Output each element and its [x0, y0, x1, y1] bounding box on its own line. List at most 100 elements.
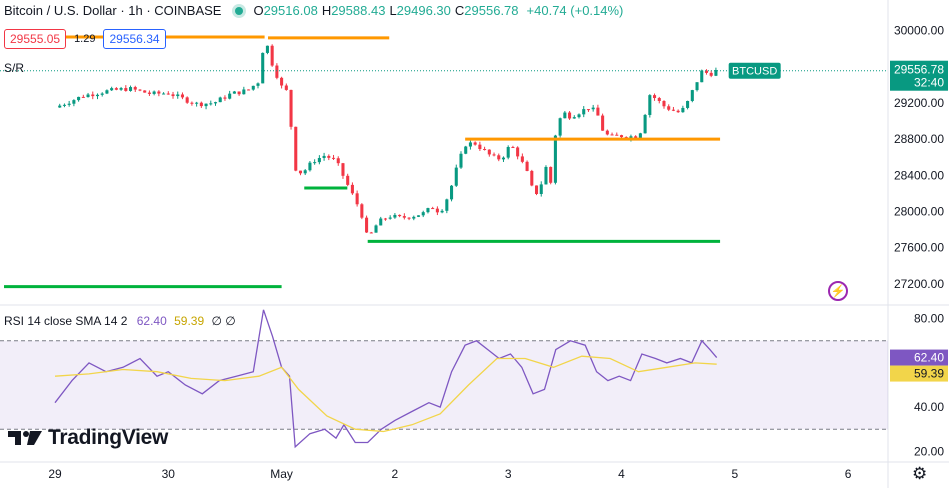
rsi-sma-tag	[890, 365, 948, 382]
candle-body	[100, 93, 104, 95]
candle-body	[568, 112, 572, 119]
price-tick-label: 28800.00	[894, 132, 944, 146]
rsi-extra-value: ∅ ∅	[211, 314, 236, 328]
candle-body	[435, 208, 439, 213]
candle-body	[483, 149, 487, 151]
candle-body	[634, 136, 638, 138]
candle-body	[313, 162, 317, 164]
candle-body	[558, 118, 562, 136]
time-tick-label: 4	[618, 467, 625, 481]
candle-body	[671, 109, 675, 111]
rsi-tick-label: 80.00	[914, 312, 944, 326]
symbol-badge	[728, 62, 781, 79]
candle-body	[81, 96, 85, 98]
sr-indicator-label[interactable]: S/R	[4, 61, 25, 75]
candle-body	[402, 216, 406, 218]
candle-body	[355, 193, 359, 205]
candle-body	[138, 89, 142, 91]
candle-body	[322, 155, 326, 158]
price-tick-label: 28000.00	[894, 205, 944, 219]
candle-body	[228, 93, 232, 99]
gear-icon[interactable]: ⚙	[912, 464, 928, 483]
candle-body	[275, 65, 279, 78]
candle-body	[289, 89, 293, 127]
open-value: 29516.08	[263, 3, 318, 18]
rsi-sma-line	[54, 355, 717, 433]
lightning-icon[interactable]: ⚡	[828, 281, 848, 301]
candle-body	[242, 89, 246, 95]
rsi-tick-label: 20.00	[914, 444, 944, 458]
candle-body	[213, 102, 218, 104]
rsi-tick-label: 40.00	[914, 400, 944, 414]
candle-body	[638, 133, 642, 138]
candle-body	[147, 92, 151, 94]
symbol-title[interactable]: Bitcoin / U.S. Dollar · 1h · COINBASE	[4, 3, 222, 18]
countdown-value: 32:40	[914, 76, 944, 90]
candle-body	[497, 155, 501, 160]
candle-body	[383, 218, 387, 220]
candle-body	[605, 130, 609, 135]
candle-body	[421, 212, 425, 216]
candle-body	[247, 89, 251, 91]
candle-body	[686, 100, 690, 108]
rsi-sma-value: 59.39	[174, 314, 205, 328]
candle-body	[681, 107, 685, 113]
candle-body	[629, 136, 633, 139]
candle-body	[473, 142, 477, 145]
candle-body	[615, 134, 619, 136]
rsi-name[interactable]: RSI 14 close SMA 14 2	[4, 314, 128, 328]
candle-body	[525, 161, 529, 171]
candle-body	[67, 103, 71, 105]
candle-body	[237, 91, 241, 95]
candle-body	[549, 166, 553, 183]
candle-body	[58, 105, 62, 108]
time-tick-label: 30	[162, 467, 176, 481]
high-value: 29588.43	[331, 3, 386, 18]
candle-body	[695, 82, 699, 91]
candle-body	[209, 103, 213, 105]
candle-body	[445, 199, 449, 211]
rsi-sma-tag-label: 59.39	[914, 367, 944, 381]
brand-name: TradingView	[48, 426, 169, 449]
last-price-tag-value: 29556.78	[894, 63, 944, 77]
spread-value: 1.29	[74, 33, 96, 45]
candle-body	[261, 52, 265, 84]
price-tick-label: 30000.00	[894, 24, 944, 38]
open-label: O	[253, 3, 264, 18]
rsi-line	[54, 309, 718, 449]
change-value: +40.74 (+0.14%)	[526, 3, 624, 18]
candle-body	[232, 91, 236, 94]
candle-body	[124, 88, 128, 91]
candle-body	[440, 210, 444, 213]
sell-button[interactable]: 29555.05	[4, 29, 67, 49]
candle-body	[572, 117, 576, 119]
candle-body	[162, 93, 166, 95]
tradingview-logo-icon	[8, 431, 42, 445]
candle-body	[662, 100, 666, 107]
candle-body	[412, 216, 416, 219]
candle-body	[280, 77, 284, 86]
candle-body	[152, 91, 156, 94]
tradingview-brand[interactable]: TradingView	[8, 426, 168, 450]
time-tick-label: 3	[505, 467, 512, 481]
candle-body	[119, 88, 123, 90]
candle-body	[341, 163, 345, 176]
candle-body	[667, 106, 671, 110]
candle-body	[459, 153, 463, 168]
price-tick-label: 27600.00	[894, 241, 944, 255]
candle-body	[426, 208, 430, 213]
time-tick-label: 2	[392, 467, 399, 481]
time-tick-label: 5	[731, 467, 738, 481]
buy-button[interactable]: 29556.34	[103, 29, 166, 49]
symbol-badge-label: BTCUSD	[732, 66, 777, 78]
candle-body	[317, 157, 321, 163]
candle-body	[190, 102, 194, 104]
candle-body	[648, 95, 652, 115]
candle-body	[346, 175, 350, 185]
last-price-tag	[890, 60, 948, 91]
candle-body	[553, 135, 557, 183]
low-value: 29496.30	[396, 3, 451, 18]
